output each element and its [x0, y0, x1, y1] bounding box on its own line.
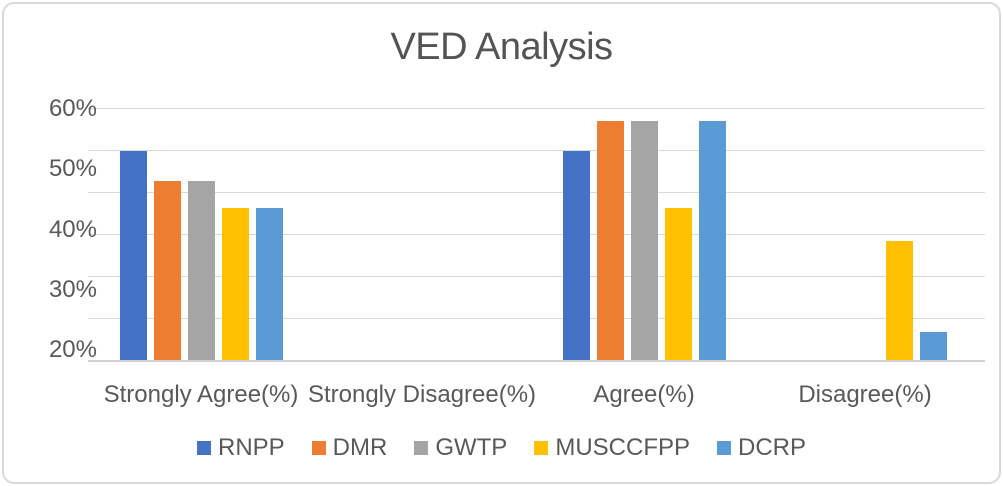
gridline — [88, 318, 985, 319]
bar-dcrp-category-2 — [698, 120, 726, 360]
y-axis-tick-label: 30% — [48, 275, 97, 303]
legend-swatch-dmr-icon — [311, 441, 326, 455]
bar-gwtp-category-2 — [630, 120, 658, 360]
gridline — [88, 108, 985, 109]
bar-dcrp-category-3 — [919, 331, 947, 360]
bar-dcrp-category-0 — [255, 208, 283, 360]
legend-item-gwtp: GWTP — [414, 434, 507, 462]
legend-label: GWTP — [435, 434, 508, 461]
y-axis-tick-label: 50% — [48, 155, 97, 183]
legend-item-rnpp: RNPP — [196, 434, 285, 462]
chart-title: VED Analysis — [390, 26, 613, 68]
bar-gwtp-category-0 — [187, 181, 215, 360]
bar-musccfpp-category-0 — [221, 208, 249, 360]
legend-item-musccfpp: MUSCCFPP — [534, 434, 690, 462]
bar-rnpp-category-2 — [562, 150, 590, 360]
bar-dmr-category-0 — [153, 181, 181, 360]
legend-label: MUSCCFPP — [555, 434, 690, 461]
x-axis-category-label: Strongly Disagree(%) — [307, 381, 537, 408]
x-axis-category-label: Disagree(%) — [798, 381, 932, 408]
gridline — [88, 234, 985, 235]
bar-dmr-category-2 — [596, 120, 624, 360]
y-axis-tick-label: 40% — [48, 215, 97, 243]
y-axis-tick-label: 20% — [48, 336, 97, 364]
x-axis-category-label: Agree(%) — [593, 381, 695, 408]
bar-rnpp-category-0 — [119, 150, 147, 360]
legend-item-dcrp: DCRP — [717, 434, 806, 462]
gridline — [88, 276, 985, 277]
y-axis-tick-label: 60% — [48, 95, 97, 122]
gridline — [88, 150, 985, 151]
legend: RNPP DMR GWTP MUSCCFPP DCRP — [0, 434, 1003, 462]
bar-musccfpp-category-2 — [664, 208, 692, 360]
x-axis-category-label: Strongly Agree(%) — [103, 381, 299, 408]
legend-label: DMR — [332, 434, 388, 461]
legend-label: DCRP — [738, 434, 807, 461]
gridline — [88, 192, 985, 193]
legend-swatch-gwtp-icon — [414, 441, 429, 455]
legend-swatch-musccfpp-icon — [534, 441, 549, 455]
bar-musccfpp-category-3 — [885, 241, 913, 360]
legend-swatch-rnpp-icon — [196, 441, 211, 455]
x-axis-line — [88, 360, 985, 362]
legend-swatch-dcrp-icon — [717, 441, 731, 455]
legend-item-dmr: DMR — [311, 434, 388, 462]
legend-label: RNPP — [217, 434, 285, 461]
